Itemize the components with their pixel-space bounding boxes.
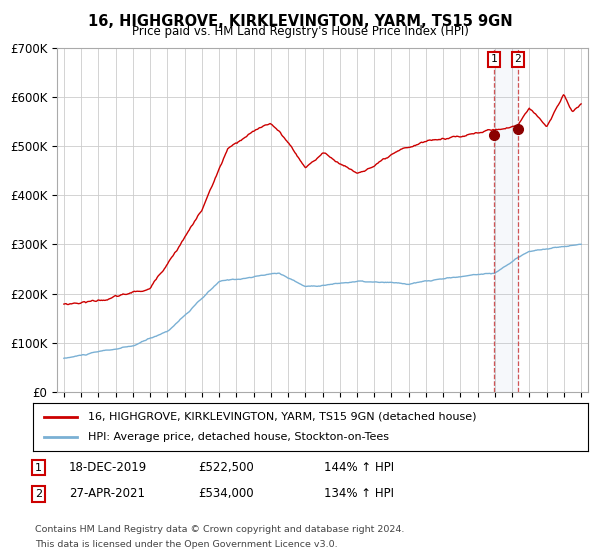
Text: £534,000: £534,000 (198, 487, 254, 501)
Text: HPI: Average price, detached house, Stockton-on-Tees: HPI: Average price, detached house, Stoc… (89, 432, 389, 442)
Text: This data is licensed under the Open Government Licence v3.0.: This data is licensed under the Open Gov… (35, 540, 337, 549)
Text: 1: 1 (491, 54, 497, 64)
Text: £522,500: £522,500 (198, 461, 254, 474)
Text: Price paid vs. HM Land Registry's House Price Index (HPI): Price paid vs. HM Land Registry's House … (131, 25, 469, 38)
Text: 2: 2 (514, 54, 521, 64)
Text: 2: 2 (35, 489, 42, 499)
Text: 27-APR-2021: 27-APR-2021 (69, 487, 145, 501)
Text: 18-DEC-2019: 18-DEC-2019 (69, 461, 147, 474)
Text: Contains HM Land Registry data © Crown copyright and database right 2024.: Contains HM Land Registry data © Crown c… (35, 525, 404, 534)
Text: 134% ↑ HPI: 134% ↑ HPI (324, 487, 394, 501)
Text: 16, HIGHGROVE, KIRKLEVINGTON, YARM, TS15 9GN: 16, HIGHGROVE, KIRKLEVINGTON, YARM, TS15… (88, 14, 512, 29)
Text: 16, HIGHGROVE, KIRKLEVINGTON, YARM, TS15 9GN (detached house): 16, HIGHGROVE, KIRKLEVINGTON, YARM, TS15… (89, 412, 477, 422)
Text: 144% ↑ HPI: 144% ↑ HPI (324, 461, 394, 474)
Text: 1: 1 (35, 463, 42, 473)
Bar (494, 48, 518, 392)
